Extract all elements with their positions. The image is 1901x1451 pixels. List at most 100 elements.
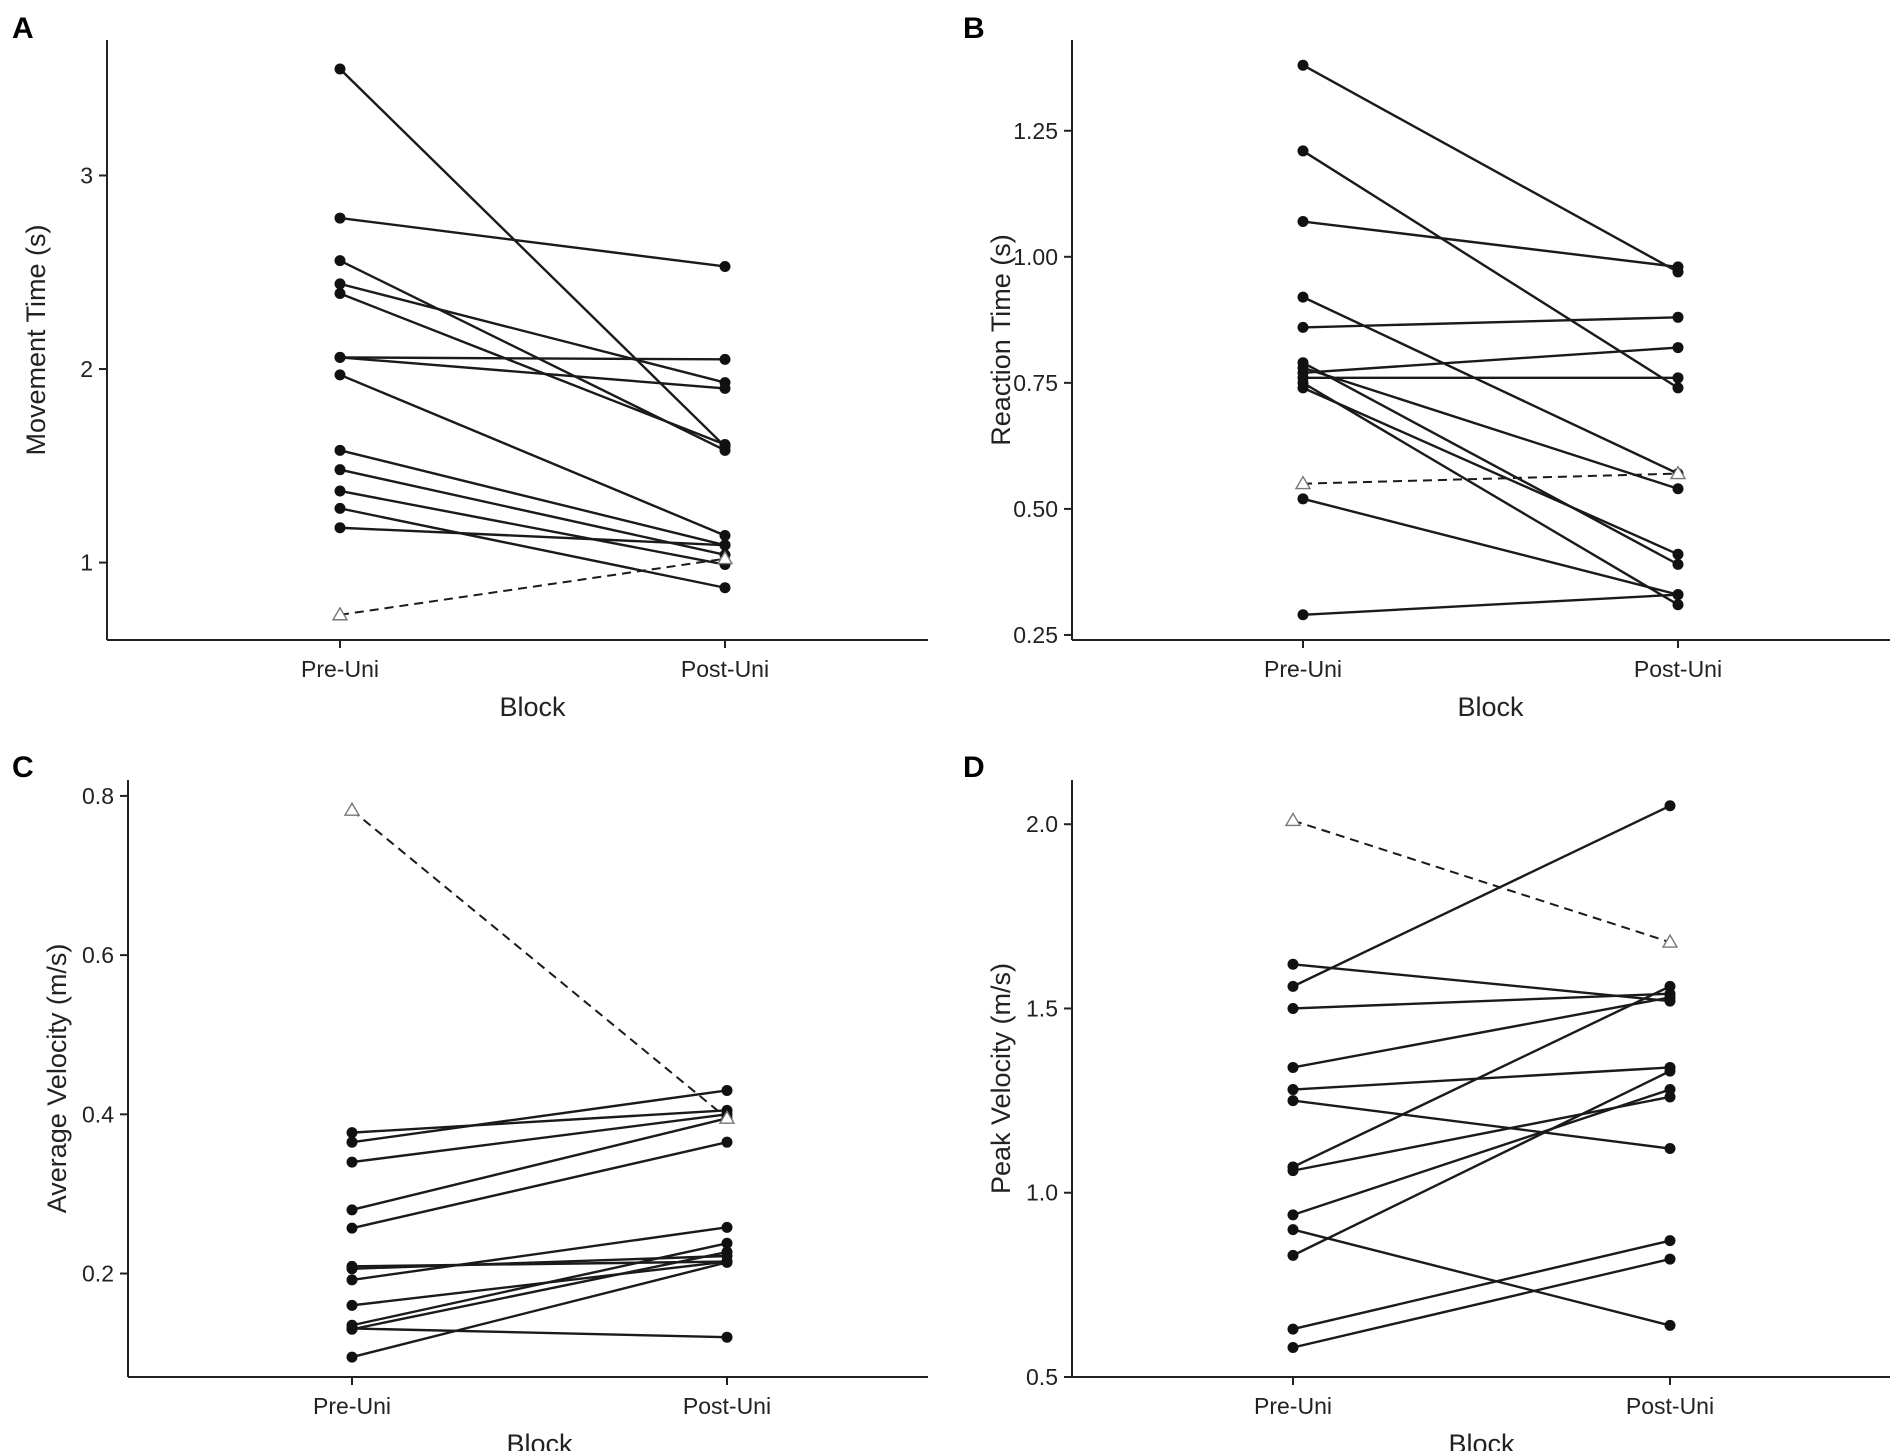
data-point (1672, 589, 1684, 601)
series-line (339, 292, 726, 446)
data-point (1297, 382, 1309, 394)
y-tick-label: 3 (80, 162, 93, 188)
series-line (1292, 1228, 1671, 1327)
x-tick-label: Post-Uni (1626, 1393, 1714, 1419)
data-point (1297, 59, 1309, 71)
x-tick-label: Pre-Uni (313, 1393, 391, 1419)
panel-a: A 1 2 3 Pre-Uni Post-Uni Block Movement Time (s… (12, 12, 928, 722)
series-line (1302, 593, 1679, 616)
y-tick-label: 0.8 (82, 783, 114, 809)
series-line (351, 1113, 728, 1164)
data-point (1672, 483, 1684, 495)
series-line (1302, 497, 1679, 596)
data-point (334, 485, 346, 497)
data-point (1297, 321, 1309, 333)
series-line (1292, 1070, 1671, 1257)
x-tick-label: Pre-Uni (1264, 656, 1342, 682)
series-line (1302, 149, 1679, 389)
data-point (1672, 342, 1684, 354)
data-point (1287, 1209, 1299, 1221)
panel-d: D 0.5 1.0 1.5 2.0 Pre-Uni Post-Uni Block Peak Ve… (963, 751, 1890, 1451)
series-line (1292, 985, 1671, 1169)
data-point (346, 1274, 358, 1286)
series-line (351, 1226, 728, 1282)
x-axis-title: Block (1448, 1429, 1515, 1451)
data-point (1287, 1165, 1299, 1177)
series-line (1292, 1257, 1671, 1349)
data-point (1672, 382, 1684, 394)
y-tick-label: 0.25 (1013, 622, 1058, 648)
y-tick-label: 0.5 (1026, 1364, 1058, 1390)
data-point (334, 63, 346, 75)
data-point (346, 1204, 358, 1216)
y-tick-label: 2.0 (1026, 811, 1058, 837)
data-point (1664, 1319, 1676, 1331)
series-line (1302, 361, 1679, 566)
panel-letter: D (963, 751, 985, 784)
series-line (1292, 1088, 1671, 1216)
series-line (351, 1250, 728, 1331)
panel-c: C 0.2 0.4 0.6 0.8 Pre-Uni Post-Uni Block Average… (12, 751, 928, 1451)
data-point (346, 1351, 358, 1363)
data-point (1287, 1224, 1299, 1236)
data-point (1297, 291, 1309, 303)
x-tick-label: Post-Uni (1634, 656, 1722, 682)
data-point (1672, 599, 1684, 611)
data-point (1287, 1249, 1299, 1261)
data-point (1664, 1084, 1676, 1096)
y-axis-title: Reaction Time (s) (986, 234, 1016, 446)
data-point (334, 212, 346, 224)
series-line (1292, 963, 1671, 1003)
x-tick-label: Pre-Uni (1254, 1393, 1332, 1419)
outlier-series-line (1292, 819, 1671, 944)
outlier-triangle-point (343, 801, 361, 816)
data-point (1672, 311, 1684, 323)
data-point (1664, 800, 1676, 812)
data-point (721, 1237, 733, 1249)
data-point (719, 539, 731, 551)
series-line (351, 1089, 728, 1144)
x-tick-label: Post-Uni (681, 656, 769, 682)
data-point (721, 1221, 733, 1233)
series-line (339, 449, 726, 547)
data-point (334, 369, 346, 381)
y-tick-label: 1.00 (1013, 244, 1058, 270)
data-point (1664, 980, 1676, 992)
data-point (719, 529, 731, 541)
y-tick-label: 0.6 (82, 942, 114, 968)
y-axis-title: Average Velocity (m/s) (42, 944, 72, 1214)
series-line (339, 356, 726, 390)
data-point (1297, 609, 1309, 621)
data-point (721, 1136, 733, 1148)
data-point (334, 464, 346, 476)
series-line (339, 526, 726, 547)
data-point (346, 1299, 358, 1311)
y-tick-label: 1.0 (1026, 1180, 1058, 1206)
data-point (1672, 558, 1684, 570)
series-line (1302, 346, 1679, 374)
y-tick-label: 0.75 (1013, 370, 1058, 396)
panel-letter: A (12, 12, 34, 45)
data-point (334, 522, 346, 534)
data-point (1287, 1342, 1299, 1354)
series-line (339, 356, 726, 361)
outlier-triangle-point (1669, 465, 1687, 480)
y-tick-label: 1 (80, 550, 93, 576)
series-line (351, 1261, 728, 1359)
series-line (339, 282, 726, 384)
data-point (1297, 216, 1309, 228)
outlier-series-line (351, 809, 728, 1120)
data-point (334, 351, 346, 363)
series-group (1294, 59, 1687, 621)
series-line (339, 489, 726, 566)
data-point (334, 255, 346, 267)
series-group (331, 63, 734, 621)
panel-letter: C (12, 751, 34, 784)
data-point (346, 1222, 358, 1234)
series-line (339, 468, 726, 557)
x-axis-title: Block (1457, 692, 1524, 722)
x-tick-label: Pre-Uni (301, 656, 379, 682)
x-axis-title: Block (499, 692, 566, 722)
series-line (1292, 996, 1671, 1069)
